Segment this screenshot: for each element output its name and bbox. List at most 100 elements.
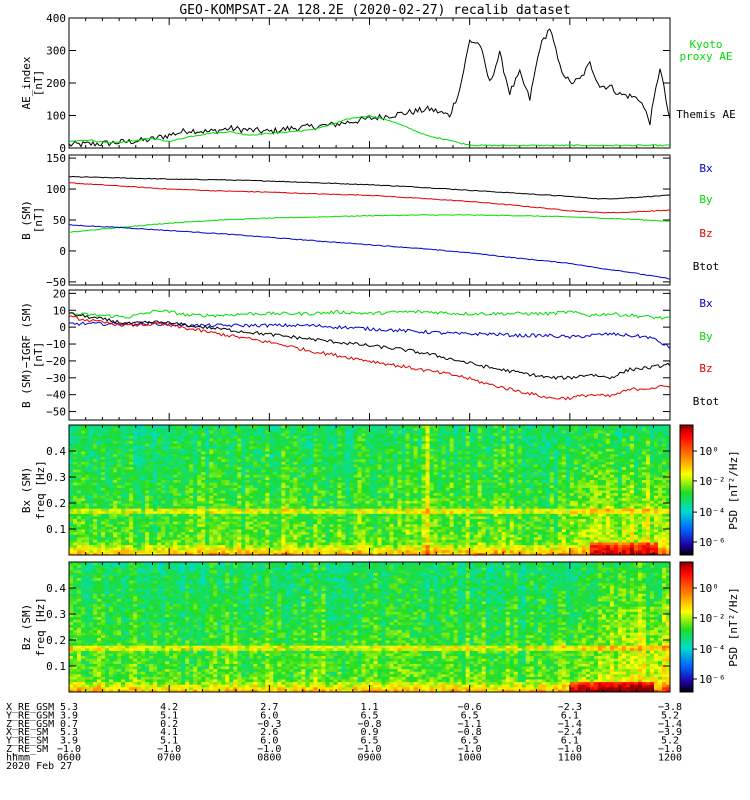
spectrogram-cell [257,458,262,462]
spectrogram-cell [293,464,298,468]
spectrogram-cell [441,474,447,478]
spectrogram-cell [157,544,162,548]
spectrogram-cell [169,484,174,488]
spectrogram-cell [365,518,370,522]
spectrogram-cell [173,536,178,540]
spectrogram-cell [361,523,366,527]
spectrogram-cell [229,503,234,507]
spectrogram-cell [93,443,98,447]
spectrogram-cell [177,497,182,501]
spectrogram-cell [93,492,98,496]
spectrogram-cell [273,529,278,533]
spectrogram-cell [441,497,447,501]
spectrogram-cell [277,477,282,481]
spectrogram-cell [369,529,375,533]
spectrogram-cell [285,456,290,460]
spectrogram-cell [217,518,222,522]
spectrogram-cell [141,549,146,553]
spectrogram-cell [385,513,391,517]
spectrogram-cell [181,445,186,449]
spectrogram-cell [109,547,114,551]
spectrogram-cell [321,500,326,504]
spectrogram-cell [121,542,126,546]
spectrogram-cell [365,430,370,434]
spectrogram-cell [145,497,150,501]
spectrogram-cell [285,443,290,447]
spectrogram-cell [89,453,94,457]
spectrogram-cell [437,521,443,525]
spectrogram-cell [113,435,118,439]
spectrogram-cell [381,513,387,517]
spectrogram-cell [209,503,214,507]
spectrogram-cell [185,508,190,512]
spectrogram-cell [229,438,234,442]
spectrogram-cell [209,474,214,478]
spectrogram-cell [361,451,366,455]
spectrogram-cell [393,438,399,442]
spectrogram-cell [389,552,395,556]
spectrogram-cell [385,427,391,431]
spectrogram-cell [121,435,126,439]
spectrogram-cell [269,484,274,488]
spectrogram-cell [301,534,306,538]
spectrogram-cell [389,526,395,530]
spectrogram-cell [209,484,214,488]
spectrogram-cell [393,542,399,546]
spectrogram-cell [309,432,314,436]
spectrogram-cell [245,500,250,504]
spectrogram-cell [249,536,254,540]
spectrogram-cell [265,487,270,491]
spectrogram-cell [205,492,210,496]
spectrogram-cell [301,529,306,533]
spectrogram-cell [433,539,439,543]
spectrogram-cell [253,438,258,442]
spectrogram-cell [173,500,178,504]
spectrogram-cell [69,482,74,486]
spectrogram-cell [221,466,226,470]
spectrogram-cell [341,466,346,470]
spectrogram-cell [153,425,158,429]
spectrogram-cell [121,552,126,556]
spectrogram-cell [117,521,122,525]
spectrogram-cell [441,542,447,546]
spectrogram-cell [89,534,94,538]
spectrogram-cell [373,430,379,434]
spectrogram-cell [413,495,419,499]
spectrogram-cell [425,464,431,468]
spectrogram-cell [337,461,342,465]
spectrogram-cell [173,427,178,431]
spectrogram-cell [77,508,82,512]
spectrogram-cell [325,526,330,530]
spectrogram-cell [121,438,126,442]
spectrogram-cell [389,510,395,514]
spectrogram-cell [381,461,387,465]
spectrogram-cell [441,536,447,540]
spectrogram-cell [309,497,314,501]
spectrogram-cell [129,453,134,457]
spectrogram-cell [377,552,383,556]
spectrogram-cell [361,521,366,525]
spectrogram-cell [281,487,286,491]
spectrogram-cell [157,453,162,457]
spectrogram-cell [325,497,330,501]
spectrogram-cell [145,440,150,444]
spectrogram-cell [121,430,126,434]
spectrogram-cell [217,497,222,501]
spectrogram-cell [385,461,391,465]
spectrogram-cell [357,492,362,496]
spectrogram-cell [185,513,190,517]
spectrogram-cell [373,458,379,462]
spectrogram-cell [197,466,202,470]
spectrogram-cell [405,490,411,494]
spectrogram-cell [141,516,146,520]
spectrogram-cell [421,466,427,470]
spectrogram-cell [181,518,186,522]
spectrogram-cell [125,440,130,444]
spectrogram-cell [397,458,403,462]
spectrogram-cell [209,500,214,504]
spectrogram-cell [177,518,182,522]
spectrogram-cell [145,445,150,449]
spectrogram-cell [429,432,435,436]
spectrogram-cell [329,448,334,452]
spectrogram-cell [281,536,286,540]
